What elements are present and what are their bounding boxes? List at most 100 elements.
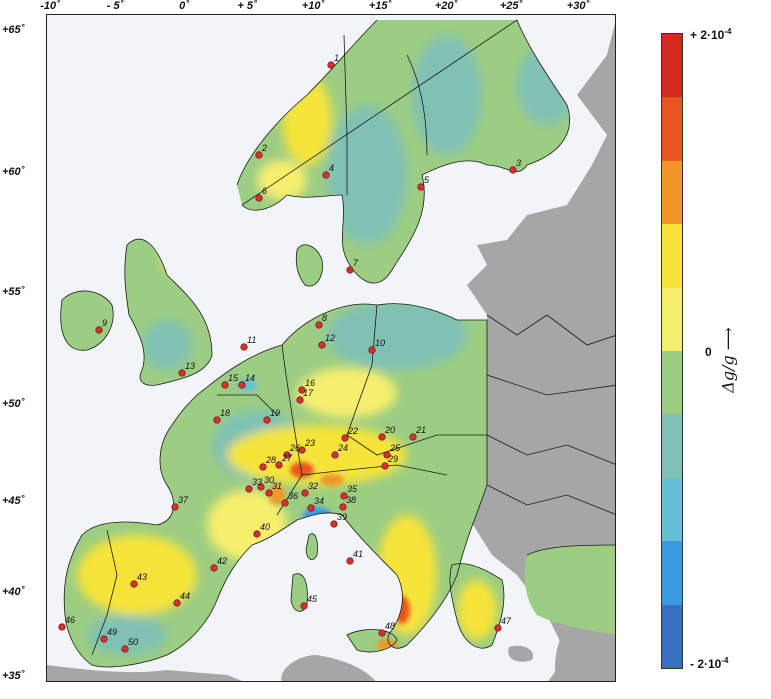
lat-tick: +45˚ [2, 495, 25, 507]
station-label: 19 [270, 408, 280, 418]
station-label: 12 [325, 333, 335, 343]
station-marker[interactable] [346, 557, 354, 565]
station-marker[interactable] [296, 396, 304, 404]
station-marker[interactable] [509, 166, 517, 174]
station-marker[interactable] [253, 530, 261, 538]
station-marker[interactable] [318, 341, 326, 349]
station-marker[interactable] [331, 451, 339, 459]
station-label: 16 [305, 378, 315, 388]
station-label: 49 [107, 627, 117, 637]
station-marker[interactable] [255, 194, 263, 202]
station-label: 40 [260, 522, 270, 532]
station-label: 13 [185, 361, 195, 371]
station-marker[interactable] [283, 451, 291, 459]
station-marker[interactable] [178, 369, 186, 377]
station-marker[interactable] [409, 433, 417, 441]
lon-tick: -10˚ [40, 0, 60, 12]
legend-middle-label: 0 [705, 345, 712, 359]
station-marker[interactable] [301, 489, 309, 497]
colorbar-segment [662, 541, 682, 605]
station-marker[interactable] [213, 416, 221, 424]
station-label: 18 [220, 408, 230, 418]
lon-tick: - 5˚ [106, 0, 124, 12]
station-label: 7 [353, 258, 359, 268]
station-label: 23 [304, 438, 315, 448]
station-marker[interactable] [494, 624, 502, 632]
station-label: 45 [307, 594, 318, 604]
legend-axis-label: Δg/g ⟶ [718, 327, 738, 393]
station-label: 10 [375, 338, 385, 348]
station-marker[interactable] [383, 451, 391, 459]
station-marker[interactable] [240, 343, 248, 351]
station-marker[interactable] [121, 645, 129, 653]
lon-tick: 0˚ [179, 0, 189, 12]
station-marker[interactable] [173, 599, 181, 607]
station-marker[interactable] [238, 381, 246, 389]
station-marker[interactable] [58, 623, 66, 631]
station-label: 15 [228, 373, 239, 383]
station-label: 21 [415, 425, 426, 435]
station-label: 41 [353, 549, 363, 559]
station-marker[interactable] [330, 520, 338, 528]
station-label: 50 [128, 637, 138, 647]
station-marker[interactable] [130, 580, 138, 588]
station-marker[interactable] [381, 462, 389, 470]
station-label: 37 [178, 495, 189, 505]
station-marker[interactable] [368, 346, 376, 354]
station-marker[interactable] [95, 326, 103, 334]
station-marker[interactable] [378, 433, 386, 441]
station-marker[interactable] [341, 434, 349, 442]
lon-tick: +30˚ [566, 0, 590, 12]
station-marker[interactable] [263, 416, 271, 424]
station-label: 26 [289, 443, 300, 453]
station-marker[interactable] [259, 463, 267, 471]
station-label: 4 [329, 163, 334, 173]
station-marker[interactable] [339, 503, 347, 511]
colorbar-segment [662, 97, 682, 161]
station-marker[interactable] [257, 483, 265, 491]
station-marker[interactable] [300, 602, 308, 610]
station-marker[interactable] [315, 321, 323, 329]
station-marker[interactable] [171, 503, 179, 511]
station-marker[interactable] [417, 183, 425, 191]
legend-bottom-label: - 2·10-4 [690, 656, 729, 671]
station-marker[interactable] [307, 504, 315, 512]
station-marker[interactable] [210, 564, 218, 572]
station-marker[interactable] [298, 386, 306, 394]
station-marker[interactable] [221, 381, 229, 389]
lat-tick: +60˚ [2, 166, 25, 178]
station-label: 2 [261, 143, 267, 153]
station-marker[interactable] [281, 499, 289, 507]
lat-tick: +65˚ [2, 24, 25, 36]
station-marker[interactable] [255, 151, 263, 159]
station-marker[interactable] [265, 489, 273, 497]
station-marker[interactable] [346, 266, 354, 274]
station-label: 27 [281, 453, 293, 463]
station-marker[interactable] [100, 635, 108, 643]
station-label: 35 [347, 484, 358, 494]
station-marker[interactable] [298, 446, 306, 454]
station-label: 30 [264, 475, 274, 485]
lat-tick: +50˚ [2, 398, 25, 410]
station-label: 36 [288, 491, 298, 501]
colorbar-segment [662, 224, 682, 288]
colorbar-segment [662, 160, 682, 225]
station-label: 8 [322, 313, 327, 323]
lon-tick: +15˚ [368, 0, 392, 12]
lat-tick: +55˚ [2, 286, 25, 298]
europe-gravity-map[interactable]: 1 2 3 4 5 6 7 8 9 10 11 12 13 14 15 16 17 18 19 20 21 22 23 24 2… [46, 14, 616, 682]
station-marker[interactable] [275, 461, 283, 469]
station-marker[interactable] [322, 171, 330, 179]
station-label: 38 [346, 495, 356, 505]
station-label: 11 [247, 335, 256, 345]
lon-tick: +10˚ [301, 0, 325, 12]
station-marker[interactable] [340, 492, 348, 500]
station-marker[interactable] [378, 629, 386, 637]
station-marker[interactable] [245, 485, 253, 493]
lon-tick: + 5˚ [237, 0, 257, 12]
station-marker[interactable] [327, 61, 335, 69]
station-label: 46 [65, 615, 75, 625]
colorbar-segment [662, 604, 682, 668]
